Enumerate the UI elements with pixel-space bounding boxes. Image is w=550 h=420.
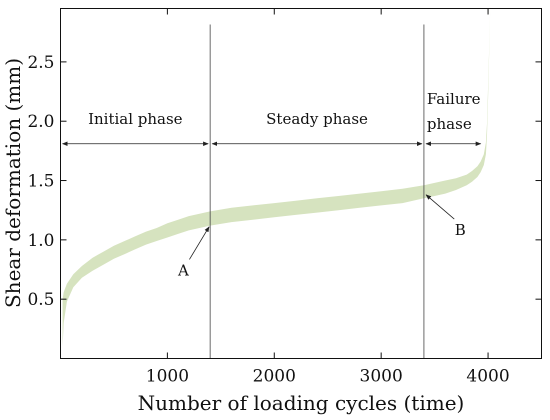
x-tick-label-1: 2000 [253,367,296,387]
plot-layer: Initial phase Steady phase Failure phase A B [61,8,491,359]
y-tick-label-1: 1.0 [27,231,54,251]
y-tick-label-0: 0.5 [27,290,54,310]
y-tick-label-3: 2.0 [27,112,54,132]
phase-label-1: Steady phase [266,110,368,128]
y-axis-label: Shear deformation (mm) [1,58,25,308]
annotation-label-a: A [177,261,189,279]
annotation-arrow-b [425,194,455,220]
phase-label-0: Initial phase [88,110,183,128]
axis-layer: 1000 2000 3000 4000 0.5 1.0 1.5 2.0 2.5 [27,8,542,387]
deformation-band-0 [62,8,491,347]
plot-frame [60,8,542,359]
x-tick-label-3: 4000 [466,367,509,387]
annotation-arrow-a [189,226,210,260]
x-axis-label: Number of loading cycles (time) [138,391,465,415]
annotation-label-b: B [455,221,466,239]
x-tick-label-0: 1000 [146,367,189,387]
x-tick-label-2: 3000 [360,367,403,387]
y-tick-label-4: 2.5 [27,53,54,73]
phase-label-2-line2: phase [427,115,472,133]
y-tick-label-2: 1.5 [27,172,54,192]
phase-label-2-line1: Failure [427,90,481,108]
